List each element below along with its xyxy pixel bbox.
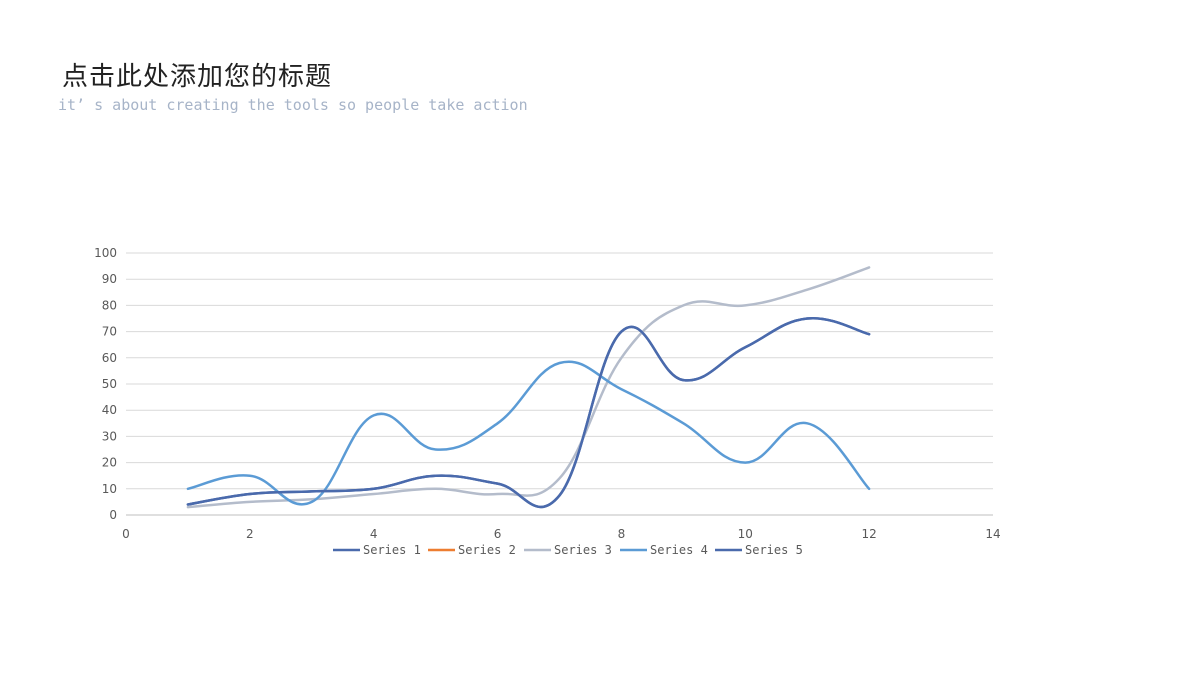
y-tick-label: 80 bbox=[102, 298, 117, 312]
legend-label: Series 5 bbox=[745, 543, 803, 557]
legend-label: Series 3 bbox=[554, 543, 612, 557]
slide-subtitle: it’ s about creating the tools so people… bbox=[58, 96, 528, 114]
x-tick-label: 10 bbox=[738, 527, 753, 541]
legend-item-series-3[interactable]: Series 3 bbox=[524, 543, 612, 557]
y-tick-label: 50 bbox=[102, 377, 117, 391]
legend-item-series-4[interactable]: Series 4 bbox=[620, 543, 708, 557]
legend-item-series-2[interactable]: Series 2 bbox=[428, 543, 516, 557]
y-tick-label: 100 bbox=[94, 246, 117, 260]
y-tick-label: 40 bbox=[102, 403, 117, 417]
legend-item-series-5[interactable]: Series 5 bbox=[715, 543, 803, 557]
x-tick-label: 0 bbox=[122, 527, 130, 541]
y-tick-label: 20 bbox=[102, 456, 117, 470]
x-tick-label: 2 bbox=[246, 527, 254, 541]
x-tick-label: 14 bbox=[985, 527, 1000, 541]
series-line-3 bbox=[186, 266, 871, 509]
y-tick-label: 10 bbox=[102, 482, 117, 496]
x-tick-label: 4 bbox=[370, 527, 378, 541]
x-axis-ticks: 0 2 4 6 8 10 12 14 bbox=[122, 527, 1000, 541]
x-tick-label: 12 bbox=[862, 527, 877, 541]
y-tick-label: 70 bbox=[102, 325, 117, 339]
series-line-5 bbox=[186, 317, 871, 509]
legend-label: Series 4 bbox=[650, 543, 708, 557]
y-axis-ticks: 0 10 20 30 40 50 60 70 80 90 100 bbox=[94, 246, 117, 522]
x-tick-label: 6 bbox=[494, 527, 502, 541]
series-line-1 bbox=[186, 317, 871, 509]
legend-label: Series 2 bbox=[458, 543, 516, 557]
series-lines bbox=[186, 266, 871, 509]
gridlines bbox=[126, 252, 993, 516]
y-tick-label: 30 bbox=[102, 429, 117, 443]
y-tick-label: 0 bbox=[109, 508, 117, 522]
slide-title: 点击此处添加您的标题 bbox=[62, 62, 333, 92]
legend-item-series-1[interactable]: Series 1 bbox=[333, 543, 421, 557]
legend-label: Series 1 bbox=[363, 543, 421, 557]
y-tick-label: 90 bbox=[102, 272, 117, 286]
series-line-4 bbox=[186, 360, 871, 506]
x-tick-label: 8 bbox=[618, 527, 626, 541]
y-tick-label: 60 bbox=[102, 351, 117, 365]
legend[interactable]: Series 1 Series 2 Series 3 Series 4 Series 5 bbox=[333, 543, 803, 557]
